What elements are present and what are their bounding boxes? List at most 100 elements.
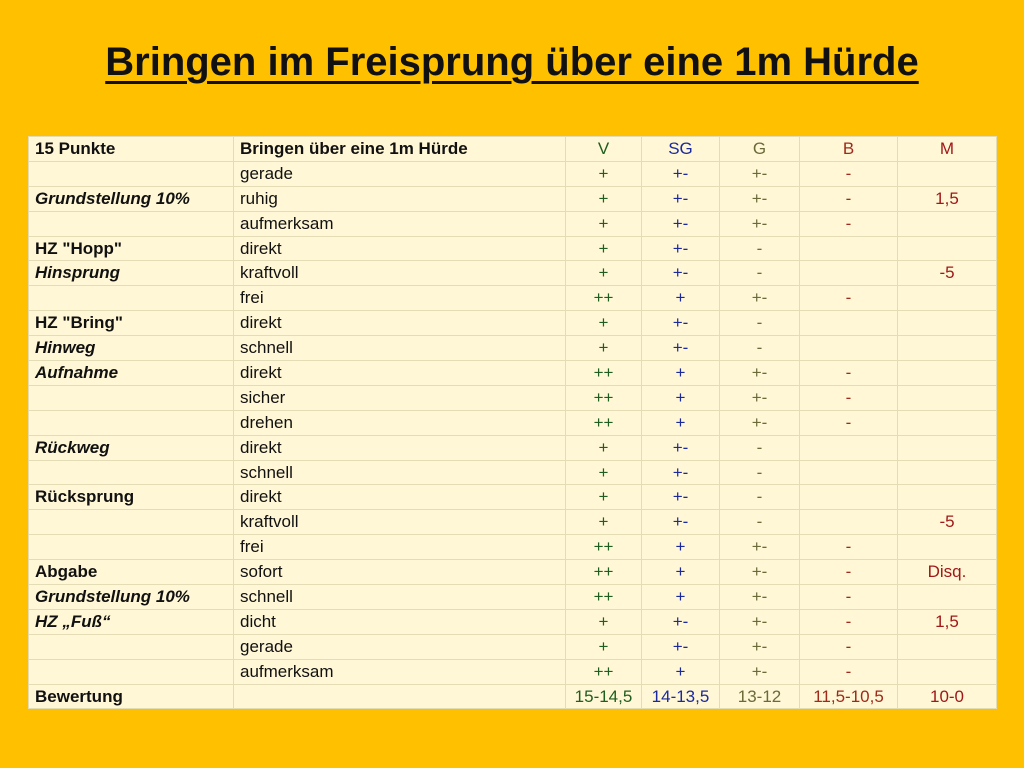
row-v: ++ [565, 534, 642, 561]
row-item: kraftvoll [233, 260, 566, 287]
row-m [897, 584, 997, 610]
row-m [897, 210, 997, 237]
row-g: +- [719, 210, 800, 237]
row-m [897, 285, 997, 312]
table-row: Hinsprung kraftvoll + +- - -5 [28, 260, 997, 287]
row-item: gerade [233, 633, 566, 660]
row-label [28, 285, 234, 312]
row-item: gerade [233, 160, 566, 187]
row-sg: + [641, 534, 720, 561]
row-m [897, 658, 997, 685]
row-item: schnell [233, 584, 566, 610]
row-g: +- [719, 185, 800, 212]
page-title: Bringen im Freisprung über eine 1m Hürde [105, 40, 919, 84]
row-label: Aufnahme [28, 360, 234, 386]
row-m [897, 160, 997, 187]
row-b: - [799, 409, 898, 436]
rating-label: Bewertung [28, 683, 234, 710]
row-b [799, 310, 898, 337]
row-b: - [799, 584, 898, 610]
table-row: Hinweg schnell + +- - [28, 335, 997, 362]
rating-row: Bewertung 15-14,5 14-13,5 13-12 11,5-10,… [28, 683, 997, 710]
table-row: aufmerksam + +- +- - [28, 210, 997, 237]
row-label: HZ "Hopp" [28, 235, 234, 262]
row-label: Rückweg [28, 434, 234, 461]
scoring-table: 15 Punkte Bringen über eine 1m Hürde V S… [28, 136, 997, 710]
row-g: - [719, 260, 800, 287]
row-b [799, 335, 898, 362]
rating-v: 15-14,5 [565, 683, 642, 710]
rating-m: 10-0 [897, 683, 997, 710]
row-sg: +- [641, 509, 720, 536]
table-row: gerade + +- +- - [28, 160, 997, 187]
row-item: sicher [233, 384, 566, 411]
row-v: ++ [565, 360, 642, 386]
row-g: +- [719, 384, 800, 411]
row-b [799, 260, 898, 287]
row-m: -5 [897, 509, 997, 536]
header-points: 15 Punkte [28, 136, 234, 162]
row-label: HZ "Bring" [28, 310, 234, 337]
row-v: + [565, 210, 642, 237]
row-g: - [719, 459, 800, 486]
row-v: + [565, 484, 642, 511]
row-label [28, 210, 234, 237]
row-b [799, 459, 898, 486]
table-row: kraftvoll + +- - -5 [28, 509, 997, 536]
row-v: ++ [565, 409, 642, 436]
row-item: aufmerksam [233, 210, 566, 237]
row-m: -5 [897, 260, 997, 287]
row-sg: + [641, 658, 720, 685]
row-item: frei [233, 285, 566, 312]
row-b: - [799, 285, 898, 312]
row-item: schnell [233, 335, 566, 362]
row-v: ++ [565, 584, 642, 610]
table-row: HZ "Bring" direkt + +- - [28, 310, 997, 337]
row-item: drehen [233, 409, 566, 436]
row-label [28, 459, 234, 486]
row-b: - [799, 633, 898, 660]
header-m: M [897, 136, 997, 162]
row-g: - [719, 509, 800, 536]
header-sg: SG [641, 136, 720, 162]
rating-b: 11,5-10,5 [799, 683, 898, 710]
row-v: + [565, 633, 642, 660]
row-b [799, 434, 898, 461]
row-m [897, 360, 997, 386]
row-item: sofort [233, 559, 566, 586]
row-v: + [565, 160, 642, 187]
row-m [897, 633, 997, 660]
row-m [897, 235, 997, 262]
row-b: - [799, 608, 898, 635]
table-header-row: 15 Punkte Bringen über eine 1m Hürde V S… [28, 136, 997, 162]
row-b [799, 484, 898, 511]
row-sg: +- [641, 484, 720, 511]
row-item: dicht [233, 608, 566, 635]
table-row: Grundstellung 10% schnell ++ + +- - [28, 584, 997, 610]
rating-sg: 14-13,5 [641, 683, 720, 710]
row-v: + [565, 459, 642, 486]
row-sg: + [641, 584, 720, 610]
row-b: - [799, 360, 898, 386]
row-g: +- [719, 559, 800, 586]
row-v: + [565, 235, 642, 262]
row-item: kraftvoll [233, 509, 566, 536]
row-sg: +- [641, 260, 720, 287]
row-g: +- [719, 360, 800, 386]
row-sg: +- [641, 235, 720, 262]
header-v: V [565, 136, 642, 162]
row-sg: +- [641, 210, 720, 237]
row-label: Abgabe [28, 559, 234, 586]
row-m [897, 484, 997, 511]
row-m [897, 434, 997, 461]
row-label [28, 384, 234, 411]
table-row: Abgabe sofort ++ + +- - Disq. [28, 559, 997, 586]
row-m [897, 335, 997, 362]
row-item: ruhig [233, 185, 566, 212]
row-v: + [565, 434, 642, 461]
row-label [28, 509, 234, 536]
row-v: ++ [565, 559, 642, 586]
row-b: - [799, 658, 898, 685]
row-v: ++ [565, 658, 642, 685]
row-b: - [799, 160, 898, 187]
